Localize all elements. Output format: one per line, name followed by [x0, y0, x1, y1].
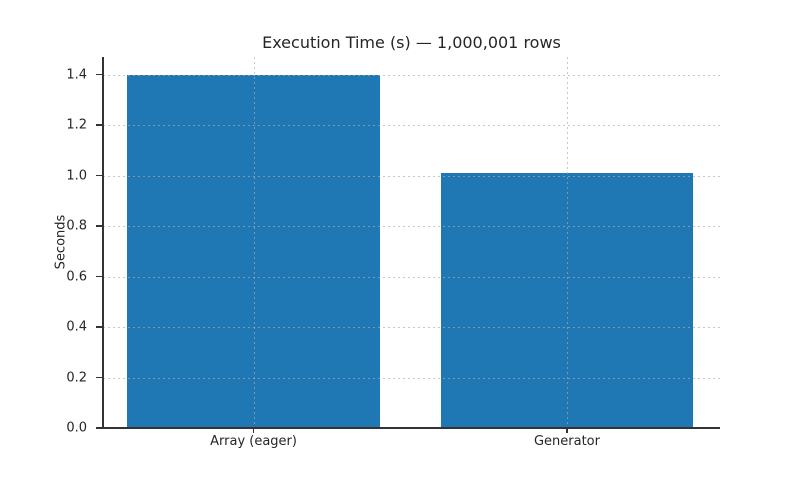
y-tick-label-0: 0.0 [66, 420, 87, 436]
y-tick-label-0.2: 0.2 [66, 370, 87, 386]
y-axis-spine [102, 57, 104, 428]
plot-area [103, 57, 720, 428]
x-axis-spine [102, 427, 720, 429]
x-tick-mark-1 [566, 428, 568, 433]
gridline-y-1.2 [103, 125, 720, 127]
x-tick-label-0: Array (eager) [210, 434, 297, 449]
gridline-x-1 [566, 57, 568, 428]
y-tick-mark-1.2 [96, 124, 102, 126]
y-tick-label-1.4: 1.4 [66, 67, 87, 83]
y-tick-mark-0 [96, 427, 102, 429]
gridline-x-0 [253, 57, 255, 428]
y-tick-mark-1 [96, 174, 102, 177]
y-tick-label-0.8: 0.8 [66, 218, 87, 234]
y-tick-mark-0.2 [96, 376, 102, 379]
x-tick-mark-0 [252, 428, 255, 433]
x-tick-label-1: Generator [533, 434, 600, 449]
y-tick-mark-0.6 [96, 275, 102, 278]
y-tick-mark-0.4 [96, 326, 102, 328]
y-tick-label-0.6: 0.6 [66, 269, 87, 285]
y-tick-label-1.2: 1.2 [66, 117, 87, 133]
gridline-y-0.2 [103, 377, 720, 379]
gridline-y-0.8 [103, 226, 720, 228]
gridline-y-1.4 [103, 74, 720, 76]
gridline-y-1 [103, 175, 720, 177]
gridline-y-0.4 [103, 327, 720, 329]
y-tick-label-1: 1.0 [66, 168, 87, 184]
y-tick-label-0.4: 0.4 [66, 319, 87, 335]
y-tick-mark-1.4 [96, 73, 102, 76]
y-tick-mark-0.8 [96, 225, 102, 227]
chart-title: Execution Time (s) — 1,000,001 rows [262, 33, 561, 52]
bar-array-eager [127, 74, 380, 428]
gridline-y-0.6 [103, 276, 720, 278]
